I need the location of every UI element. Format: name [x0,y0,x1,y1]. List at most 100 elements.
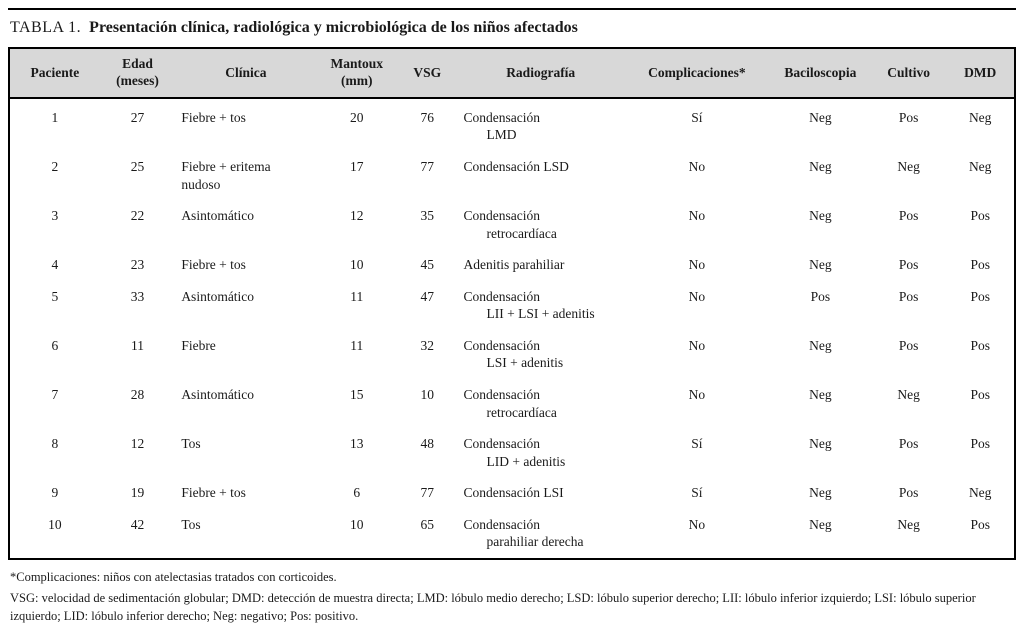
complications-cell: No [688,257,706,273]
complications-cell: Sí [691,109,703,125]
radiography-cell: Condensación LSI + adenitis [458,330,624,379]
patient-cell: 1 [51,109,59,125]
radiography-line2: LID + adenitis [486,453,566,469]
radiography-line2: LMD [486,127,517,143]
complications-cell: No [688,208,706,224]
complications-cell: No [688,516,706,532]
patient-cell: 3 [51,208,59,224]
mantoux-cell: 11 [350,288,364,304]
dmd-cell: Pos [970,208,990,224]
table-row: 5 33 Asintomático 11 47 Condensación LII + LSI… [9,281,1015,330]
col-header-paciente: Paciente [9,48,100,99]
col-header-clinica: Clínica [175,48,317,99]
radiography-cell: Condensación LSI [458,477,624,509]
clinical-cell: Asintomático [181,288,255,304]
dmd-cell: Neg [968,109,992,125]
culture-cell: Pos [898,436,919,452]
clinical-cell: Tos [181,436,201,452]
clinical-cell: Fiebre [181,337,216,353]
table-row: 8 12 Tos 13 48 Condensación LID + adenitis Sí Ne… [9,428,1015,477]
col-header-edad: Edad (meses) [99,48,176,99]
radiography-line1: Condensación LSD [463,159,569,175]
radiography-line1: Condensación [463,436,541,452]
table-body: 1 27 Fiebre + tos 20 76 Condensación LMD Sí Neg P… [9,98,1015,559]
clinical-cell: Asintomático [181,208,255,224]
vsg-cell: 76 [420,109,435,125]
table-row: 7 28 Asintomático 15 10 Condensación retrocard… [9,379,1015,428]
culture-cell: Neg [897,516,920,532]
radiography-line2: retrocardíaca [486,404,557,420]
dmd-cell: Neg [968,485,992,501]
baciloscopy-cell: Neg [809,159,832,175]
patient-cell: 2 [51,159,59,175]
vsg-cell: 45 [420,257,435,273]
mantoux-cell: 17 [349,159,364,175]
table-row: 6 11 Fiebre 11 32 Condensación LSI + adenitis N… [9,330,1015,379]
table-row: 1 27 Fiebre + tos 20 76 Condensación LMD Sí Neg P… [9,98,1015,151]
complications-cell: No [688,159,706,175]
age-cell: 11 [131,337,145,353]
culture-cell: Pos [898,485,919,501]
radiography-cell: Condensación retrocardíaca [458,379,624,428]
culture-cell: Pos [898,109,919,125]
dmd-cell: Pos [970,288,990,304]
patient-cell: 4 [51,257,59,273]
radiography-line2: LSI + adenitis [486,355,564,371]
vsg-cell: 10 [420,386,435,402]
footnote-complications: *Complicaciones: niños con atelectasias … [10,569,337,584]
radiography-line1: Condensación [463,288,541,304]
col-header-dmd: DMD [946,48,1015,99]
mantoux-cell: 12 [349,208,364,224]
patient-cell: 6 [51,337,59,353]
mantoux-cell: 6 [353,485,361,501]
complications-cell: No [688,288,706,304]
col-header-vsg: VSG [397,48,458,99]
table-title: TABLA 1. Presentación clínica, radiológi… [10,18,1016,37]
culture-cell: Neg [897,159,920,175]
vsg-cell: 47 [420,288,435,304]
baciloscopy-cell: Neg [809,386,832,402]
patient-cell: 10 [48,516,62,532]
col-header-cultivo: Cultivo [870,48,947,99]
radiography-cell: Adenitis parahiliar [458,249,624,281]
baciloscopy-cell: Neg [809,109,832,125]
clinical-cell: Fiebre + eritema nudoso [181,159,271,192]
header-row: Paciente Edad (meses) Clínica Mantoux (m… [9,48,1015,99]
radiography-line1: Condensación [463,516,541,532]
mantoux-cell: 11 [350,337,364,353]
clinical-cell: Fiebre + tos [181,485,246,501]
complications-cell: No [688,386,706,402]
baciloscopy-cell: Neg [809,516,832,532]
table-row: 9 19 Fiebre + tos 6 77 Condensación LSI Sí Neg P… [9,477,1015,509]
vsg-cell: 48 [420,436,435,452]
radiography-cell: Condensación LSD [458,151,624,200]
patient-cell: 8 [51,436,59,452]
radiography-line2: retrocardíaca [486,225,557,241]
complications-cell: Sí [691,485,703,501]
age-cell: 28 [130,386,145,402]
radiography-line1: Condensación LSI [463,485,564,501]
table-row: 2 25 Fiebre + eritema nudoso 17 77 Condensaci… [9,151,1015,200]
mantoux-cell: 15 [349,386,364,402]
clinical-data-table: Paciente Edad (meses) Clínica Mantoux (m… [8,47,1016,560]
dmd-cell: Pos [970,436,990,452]
clinical-cell: Asintomático [181,386,255,402]
culture-cell: Pos [898,208,919,224]
mantoux-cell: 10 [349,516,364,532]
age-cell: 22 [130,208,145,224]
baciloscopy-cell: Pos [810,288,831,304]
clinical-cell: Fiebre + tos [181,109,246,125]
table-header: Paciente Edad (meses) Clínica Mantoux (m… [9,48,1015,99]
patient-cell: 9 [51,485,59,501]
radiography-line1: Condensación [463,337,541,353]
radiography-line1: Condensación [463,386,541,402]
dmd-cell: Pos [970,337,990,353]
dmd-cell: Neg [968,159,992,175]
age-cell: 25 [130,159,145,175]
age-cell: 33 [130,288,145,304]
culture-cell: Neg [897,386,920,402]
radiography-line2: parahiliar derecha [486,534,584,550]
patient-cell: 7 [51,386,59,402]
table-row: 3 22 Asintomático 12 35 Condensación retrocard… [9,200,1015,249]
col-header-radiografia: Radiografía [457,48,624,99]
